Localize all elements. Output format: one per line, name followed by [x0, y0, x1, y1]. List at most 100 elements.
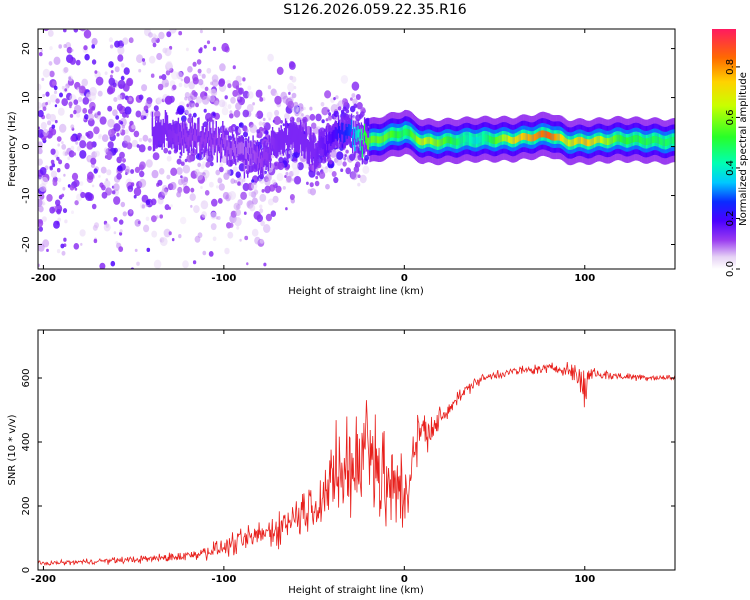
spectral-point [54, 119, 58, 124]
ridge-segment [454, 138, 457, 146]
spectral-point [168, 206, 171, 210]
spectral-point [293, 175, 302, 185]
ridge-segment [291, 131, 293, 144]
ridge-segment [241, 141, 243, 154]
ridge-segment [253, 150, 255, 162]
ridge-segment [343, 131, 345, 144]
spectral-point [235, 171, 241, 178]
spectral-point [235, 102, 242, 111]
spectral-point [47, 312, 53, 319]
spectral-point [61, 144, 67, 150]
spectral-point [287, 100, 295, 109]
spectral-point [107, 187, 111, 192]
spectral-point [78, 89, 82, 93]
spectral-point [82, 107, 88, 114]
ridge-segment [474, 137, 476, 145]
spectral-point [70, 17, 75, 23]
ridge-segment [240, 141, 242, 154]
spectral-point [212, 236, 217, 242]
spectral-point [113, 196, 121, 205]
spectral-point [164, 82, 169, 88]
spectral-point [333, 110, 339, 118]
spectral-point [120, 63, 125, 68]
ridge-segment [305, 129, 307, 141]
ridge-segment [642, 137, 644, 145]
spectral-point [152, 33, 157, 39]
spectral-point [314, 180, 320, 187]
dominant-frequency-ridge [151, 109, 675, 179]
ridge-segment [544, 130, 547, 138]
ridge-segment [555, 133, 557, 141]
spectral-point [249, 204, 256, 212]
spectral-point [126, 114, 129, 119]
spectral-point [272, 195, 279, 203]
spectral-point [42, 202, 46, 206]
ridge-segment [302, 133, 304, 145]
ridge-segment [379, 136, 381, 144]
spectral-point [106, 169, 112, 176]
ridge-segment [360, 128, 363, 141]
ridge-segment [362, 132, 365, 145]
ridge-segment [394, 130, 396, 138]
spectral-point [227, 104, 232, 110]
spectral-point [63, 66, 69, 73]
spectral-point [107, 141, 114, 149]
ridge-segment [554, 133, 556, 141]
spectral-point [180, 216, 187, 225]
spectral-point [219, 63, 226, 72]
spectral-point [115, 115, 120, 120]
spectral-point [178, 31, 183, 36]
ridge-segment [638, 135, 641, 143]
spectral-point [356, 102, 363, 110]
spectral-point [53, 220, 60, 229]
ridge-segment [528, 134, 530, 142]
spectral-point [202, 169, 210, 179]
ridge-segment [283, 134, 286, 147]
ridge-segment [244, 146, 247, 159]
spectral-point [276, 66, 284, 75]
spectral-point [244, 235, 249, 241]
spectral-point [151, 230, 158, 238]
ridge-segment [496, 137, 498, 144]
spectral-point [219, 166, 224, 173]
spectral-point [259, 126, 264, 132]
spectral-point [324, 90, 332, 99]
spectral-point [159, 75, 162, 79]
ridge-segment [201, 132, 203, 145]
ridge-segment [368, 138, 370, 150]
spectral-point [138, 144, 146, 153]
spectral-point [105, 150, 113, 160]
bottom-x-tick-label: 0 [401, 574, 408, 585]
spectral-point [57, 107, 65, 116]
ridge-segment [466, 135, 469, 142]
spectral-point [38, 198, 45, 207]
spectral-point [138, 164, 145, 171]
ridge-segment [226, 146, 228, 159]
ridge-segment [311, 147, 314, 159]
spectral-point [169, 181, 177, 191]
spectral-point [39, 52, 43, 57]
spectral-point [92, 15, 95, 19]
spectral-point [135, 110, 142, 118]
ridge-segment [217, 133, 220, 145]
ridge-segment [634, 135, 636, 142]
spectral-point [333, 97, 336, 101]
spectral-point [116, 103, 123, 111]
spectral-point [136, 54, 144, 64]
ridge-segment [558, 133, 561, 141]
ridge-segment [609, 137, 612, 145]
ridge-segment [166, 121, 169, 134]
spectral-point [42, 128, 49, 137]
spectral-point [113, 183, 120, 192]
ridge-segment [232, 140, 235, 153]
ridge-segment [440, 138, 443, 146]
ridge-segment [568, 139, 570, 147]
spectral-point [154, 116, 159, 121]
ridge-segment [317, 147, 319, 159]
spectral-point [113, 123, 121, 132]
ridge-segment [339, 126, 341, 138]
spectral-point [72, 4, 78, 11]
spectral-point [251, 228, 259, 237]
spectral-point [39, 193, 45, 200]
ridge-segment [174, 133, 176, 145]
